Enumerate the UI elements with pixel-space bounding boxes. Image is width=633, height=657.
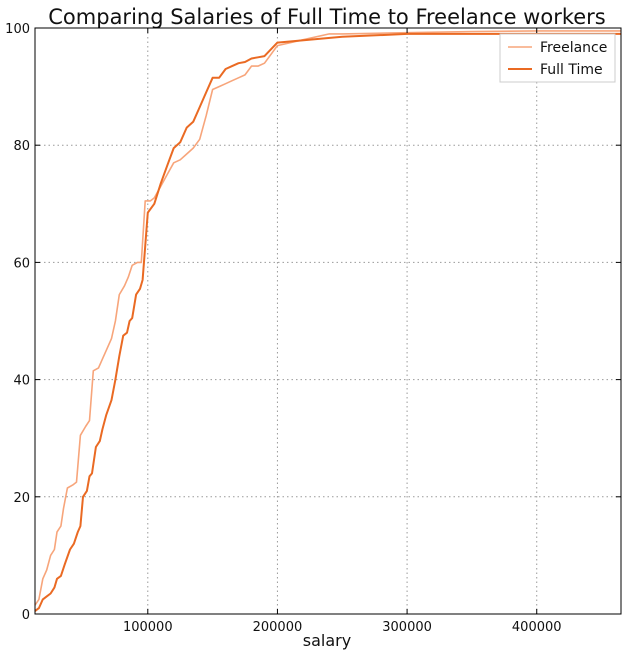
x-tick-label: 400000 xyxy=(512,620,562,635)
y-tick-label: 60 xyxy=(13,256,30,271)
legend: Freelance Full Time xyxy=(499,33,616,83)
y-tick-label: 0 xyxy=(22,608,30,623)
series-line-freelance xyxy=(34,30,621,606)
x-tick-label: 200000 xyxy=(253,620,303,635)
tick-labels: 100000 200000 300000 400000 0 20 40 60 80 100 xyxy=(5,22,621,635)
series-lines xyxy=(34,30,621,612)
grid xyxy=(35,28,621,614)
chart-title: Comparing Salaries of Full Time to Freel… xyxy=(48,5,605,29)
x-tick-label: 100000 xyxy=(123,620,173,635)
legend-label: Freelance xyxy=(540,40,607,56)
series-line-full-time xyxy=(34,32,621,612)
y-tick-label: 80 xyxy=(13,139,30,154)
y-tick-label: 40 xyxy=(13,374,30,389)
legend-items: Freelance Full Time xyxy=(508,40,607,78)
legend-box xyxy=(499,33,616,83)
x-tick-label: 300000 xyxy=(382,620,432,635)
legend-label: Full Time xyxy=(540,62,603,78)
x-axis-label: salary xyxy=(303,631,351,650)
plot-frame xyxy=(34,27,622,615)
y-tick-label: 20 xyxy=(13,491,30,506)
y-tick-label: 100 xyxy=(5,22,30,37)
